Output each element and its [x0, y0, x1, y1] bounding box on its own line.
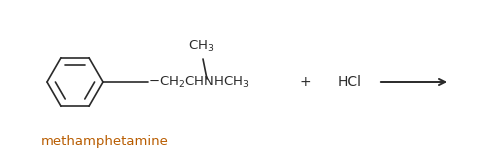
Text: methamphetamine: methamphetamine — [41, 136, 169, 148]
Text: CH$_3$: CH$_3$ — [188, 39, 214, 54]
Text: +: + — [299, 75, 311, 89]
Text: HCl: HCl — [338, 75, 362, 89]
Text: $\mathsf{-}$CH$_2$CHNHCH$_3$: $\mathsf{-}$CH$_2$CHNHCH$_3$ — [148, 74, 250, 90]
